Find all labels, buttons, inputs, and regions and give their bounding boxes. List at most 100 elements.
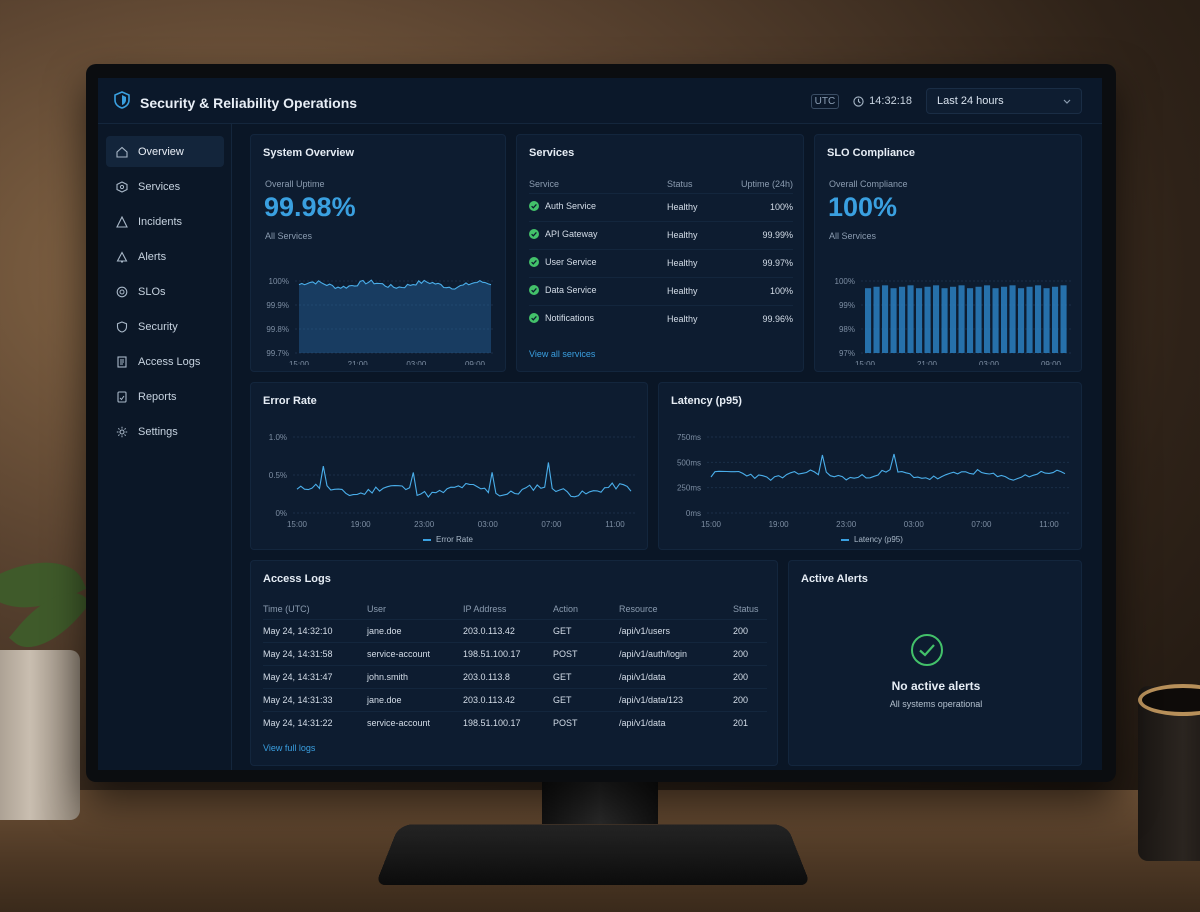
x-tick-label: 03:00 [979,360,1000,365]
service-uptime: 99.96% [713,304,793,333]
slo-bar [1043,288,1050,353]
check-circle-icon [529,313,539,324]
column-header: Time (UTC) [263,603,310,614]
bell-icon [116,250,128,263]
column-header: Action [553,603,579,614]
service-uptime: 99.99% [713,220,793,249]
x-tick-label: 07:00 [541,520,562,529]
latency-line [710,453,1066,482]
shield-icon [116,320,128,333]
alerts-headline: No active alerts [891,679,981,693]
x-tick-label: 23:00 [836,520,857,529]
table-row[interactable]: User Service Healthy 99.97% [529,248,793,277]
error-rate-line [296,462,632,499]
log-ip: 203.0.113.42 [463,618,553,642]
log-user: service-account [367,641,463,665]
log-status: 200 [733,664,767,688]
log-user: jane.doe [367,618,463,642]
sidebar-item-services[interactable]: Services [106,171,224,202]
card-title: Active Alerts [801,573,868,585]
sidebar-item-security[interactable]: Security [106,311,224,342]
uptime-sub: All Services [265,231,313,241]
sidebar-item-access-logs[interactable]: Access Logs [106,346,224,377]
log-time: May 24, 14:31:22 [263,710,367,734]
sidebar-item-incidents[interactable]: Incidents [106,206,224,237]
warning-icon [116,215,128,228]
table-row[interactable]: Auth Service Healthy 100% [529,192,793,221]
error-rate-chart: 1.0% 0.5% 0%15:00 19:00 23:00 03:00 07:00 11:00 [269,433,635,529]
table-row[interactable]: May 24, 14:31:22 service-account 198.51.10… [263,710,767,734]
log-action: GET [553,664,619,688]
uptime-line [298,279,492,290]
log-status: 200 [733,687,767,711]
check-circle-icon [529,229,539,239]
view-all-services-link[interactable]: View all services [529,349,596,359]
slo-bar [958,285,965,353]
shield-logo-icon [114,91,130,114]
y-tick-label: 99.8% [266,325,289,334]
log-ip: 203.0.113.8 [463,664,553,688]
x-tick-label: 21:00 [917,360,938,365]
table-row[interactable]: May 24, 14:31:58 service-account 198.51.10… [263,641,767,665]
log-time: May 24, 14:31:58 [263,641,367,665]
table-row[interactable]: Data Service Healthy 100% [529,276,793,305]
sidebar-item-overview[interactable]: Overview [106,136,224,167]
table-row[interactable]: Notifications Healthy 99.96% [529,304,793,333]
log-ip: 198.51.100.17 [463,710,553,734]
log-resource: /api/v1/users [619,618,733,642]
card-title: Error Rate [263,395,317,407]
access-logs-table: Time (UTC) User IP Address Action Resource St… [263,599,767,734]
slo-bar [916,288,923,353]
sidebar-item-label: SLOs [138,285,166,298]
sidebar-item-label: Overview [138,145,184,158]
view-full-logs-link[interactable]: View full logs [263,743,316,753]
y-tick-label: 98% [839,325,855,334]
slo-bar [1001,286,1008,353]
column-header: Service [529,178,560,189]
top-bar: Security & Reliability Operations UTC 14… [98,78,1102,124]
slo-bar [907,285,914,353]
log-action: POST [553,641,619,665]
y-tick-label: 250ms [677,484,701,493]
table-row[interactable]: API Gateway Healthy 99.99% [529,220,793,249]
y-tick-label: 100% [835,277,855,286]
legend-label: Latency (p95) [854,535,903,544]
slo-bar [873,286,880,353]
compliance-value: 100% [828,192,898,222]
service-name: User Service [545,257,597,267]
slo-bar [1060,285,1067,353]
clock-icon [853,95,864,107]
sidebar-item-alerts[interactable]: Alerts [106,241,224,272]
y-tick-label: 1.0% [269,433,287,442]
slo-bar [941,288,948,353]
card-title: System Overview [263,147,355,159]
utc-badge[interactable]: UTC [810,93,840,109]
sidebar-item-reports[interactable]: Reports [106,381,224,412]
x-tick-label: 09:00 [465,360,486,365]
time-range-value: Last 24 hours [937,95,1004,107]
home-icon [116,146,128,158]
x-tick-label: 19:00 [769,520,790,529]
table-row[interactable]: May 24, 14:32:10 jane.doe 203.0.113.42 GET /… [263,618,767,642]
sidebar-item-label: Alerts [138,250,167,263]
slo-chart: 100% 99% 98% 97%15:00 21:00 03:00 09:00 [835,277,1071,365]
x-tick-label: 11:00 [1039,520,1059,529]
column-header: Status [667,178,693,189]
sidebar-item-settings[interactable]: Settings [106,416,224,447]
column-header: Status [733,603,759,614]
sidebar-item-slos[interactable]: SLOs [106,276,224,307]
uptime-area [299,280,491,353]
table-row[interactable]: May 24, 14:31:47 john.smith 203.0.113.8 GET… [263,664,767,688]
sidebar-item-label: Security [138,320,178,333]
log-action: POST [553,710,619,734]
table-row[interactable]: May 24, 14:31:33 jane.doe 203.0.113.42 GET /… [263,687,767,711]
legend-swatch [423,538,431,541]
chevron-down-icon [1063,99,1071,104]
system-overview-card: System Overview Overall Uptime 99.98% Al… [250,134,506,372]
slo-bar [865,288,872,353]
log-resource: /api/v1/data/123 [619,687,733,711]
y-tick-label: 99.7% [266,349,289,358]
time-range-select[interactable]: Last 24 hours [926,88,1082,114]
service-uptime: 99.97% [713,248,793,277]
latency-legend: Latency (p95) [841,535,903,544]
